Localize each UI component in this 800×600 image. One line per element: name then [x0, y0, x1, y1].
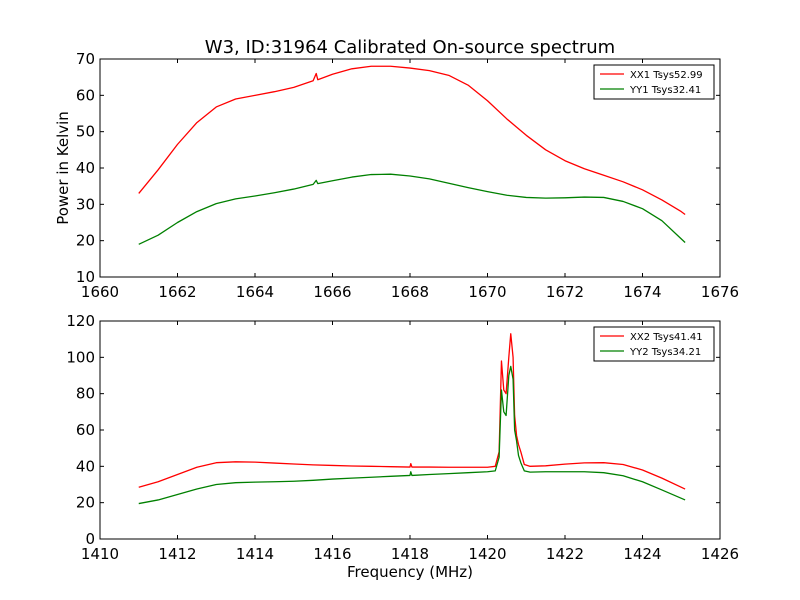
- legend: XX2 Tsys41.41 YY2 Tsys34.21: [593, 326, 715, 362]
- x-tick-label: 1662: [158, 283, 196, 301]
- legend-box: [593, 326, 715, 362]
- y-tick-label: 30: [76, 195, 95, 213]
- y-tick-label: 20: [76, 232, 95, 250]
- x-tick-label: 1418: [391, 545, 429, 563]
- x-tick-label: 1414: [236, 545, 274, 563]
- legend-label: XX2 Tsys41.41: [630, 332, 703, 343]
- x-tick-label: 1672: [546, 283, 584, 301]
- legend-label: YY1 Tsys32.41: [629, 85, 701, 96]
- series-line-1: [138, 333, 686, 490]
- y-tick-label: 20: [76, 494, 95, 512]
- y-tick-label: 60: [76, 86, 95, 104]
- legend-label: YY2 Tsys34.21: [629, 347, 701, 358]
- y-tick-label: 40: [76, 457, 95, 475]
- x-tick-label: 1674: [623, 283, 661, 301]
- y-tick-label: 60: [76, 421, 95, 439]
- bottom-plot-panel: 1410 1412 1414 1416 1418 1420 1422 1424 1426 0 20 4…: [66, 312, 739, 563]
- x-tick-label: 1666: [313, 283, 351, 301]
- x-tick-label: 1420: [468, 545, 506, 563]
- x-tick-label: 1670: [468, 283, 506, 301]
- x-tick-label: 1668: [391, 283, 429, 301]
- y-tick-label: 70: [76, 50, 95, 68]
- y-tick-label: 10: [76, 268, 95, 286]
- x-tick-label: 1416: [313, 545, 351, 563]
- x-tick-label: 1412: [158, 545, 196, 563]
- y-tick-label: 40: [76, 159, 95, 177]
- y-tick-label: 50: [76, 123, 95, 141]
- series-line-2: [138, 173, 686, 245]
- legend-box: [593, 64, 715, 100]
- y-axis-label: Power in Kelvin: [54, 111, 72, 225]
- x-tick-label: 1424: [623, 545, 661, 563]
- y-tick-label: 0: [85, 530, 95, 548]
- x-tick-label: 1410: [81, 545, 119, 563]
- chart-title: W3, ID:31964 Calibrated On-source spectr…: [205, 37, 615, 58]
- legend: XX1 Tsys52.99 YY1 Tsys32.41: [593, 64, 715, 100]
- x-tick-label: 1676: [701, 283, 739, 301]
- series-line-1: [138, 65, 686, 216]
- y-tick-label: 120: [66, 312, 95, 330]
- y-tick-label: 100: [66, 348, 95, 366]
- y-tick-label: 80: [76, 385, 95, 403]
- x-tick-label: 1426: [701, 545, 739, 563]
- x-tick-label: 1664: [236, 283, 274, 301]
- x-tick-label: 1660: [81, 283, 119, 301]
- x-tick-label: 1422: [546, 545, 584, 563]
- legend-label: XX1 Tsys52.99: [630, 70, 703, 81]
- top-plot-panel: 1660 1662 1664 1666 1668 1670 1672 1674 1676 10 20…: [76, 50, 739, 301]
- series-line-2: [138, 365, 686, 505]
- x-axis-label: Frequency (MHz): [347, 563, 473, 581]
